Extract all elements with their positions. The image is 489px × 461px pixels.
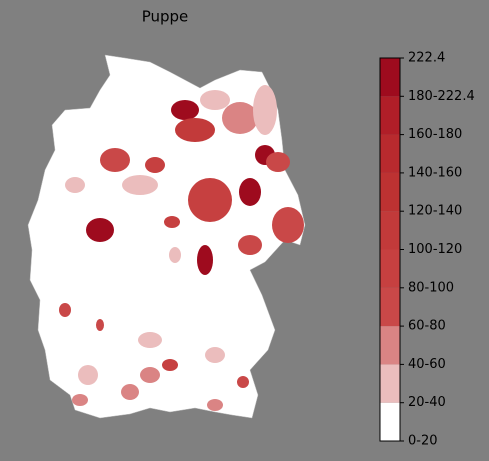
region [138, 332, 162, 348]
region [205, 347, 225, 363]
region [164, 216, 180, 228]
region [266, 152, 290, 172]
colorbar-label: 0-20 [408, 434, 438, 449]
colorbar-segment [380, 402, 400, 441]
region [169, 247, 181, 263]
region [239, 178, 261, 206]
colorbar-label: 20-40 [408, 395, 446, 410]
colorbar-segment [380, 287, 400, 327]
colorbar-segment [380, 326, 400, 365]
region [171, 100, 199, 120]
region [100, 148, 130, 172]
colorbar-segment [380, 134, 400, 173]
region [272, 207, 304, 243]
colorbar-segment [380, 211, 400, 250]
colorbar-segment [380, 172, 400, 212]
region [86, 218, 114, 242]
colorbar-label: 180-222.4 [408, 89, 475, 104]
region [253, 85, 277, 135]
region [207, 399, 223, 411]
region [72, 394, 88, 406]
region [162, 359, 178, 371]
region [140, 367, 160, 383]
colorbar-segment [380, 364, 400, 403]
colorbar-label: 140-160 [408, 165, 462, 180]
region [222, 102, 258, 134]
map-title: Puppe [142, 8, 189, 26]
region [188, 178, 232, 222]
region [121, 384, 139, 400]
colorbar-segment [380, 58, 400, 97]
colorbar-label: 80-100 [408, 280, 454, 295]
colorbar-label: 222.4 [408, 51, 445, 66]
region [59, 303, 71, 317]
region [122, 175, 158, 195]
colorbar-label: 100-120 [408, 242, 462, 257]
region [238, 235, 262, 255]
colorbar-label: 120-140 [408, 204, 462, 219]
region [175, 118, 215, 142]
colorbar-segment [380, 96, 400, 135]
region [237, 376, 249, 388]
colorbar-segment [380, 249, 400, 288]
region [78, 365, 98, 385]
region [145, 157, 165, 173]
region [96, 319, 104, 331]
colorbar: 0-20 20-40 40-60 60-80 80-100 100-120 120-140 1… [379, 51, 475, 449]
colorbar-label: 60-80 [408, 319, 446, 334]
colorbar-label: 160-180 [408, 127, 462, 142]
region [200, 90, 230, 110]
germany-map [27, 54, 306, 419]
region [65, 177, 85, 193]
colorbar-label: 40-60 [408, 357, 446, 372]
region [197, 245, 213, 275]
region-highlights [59, 85, 304, 411]
